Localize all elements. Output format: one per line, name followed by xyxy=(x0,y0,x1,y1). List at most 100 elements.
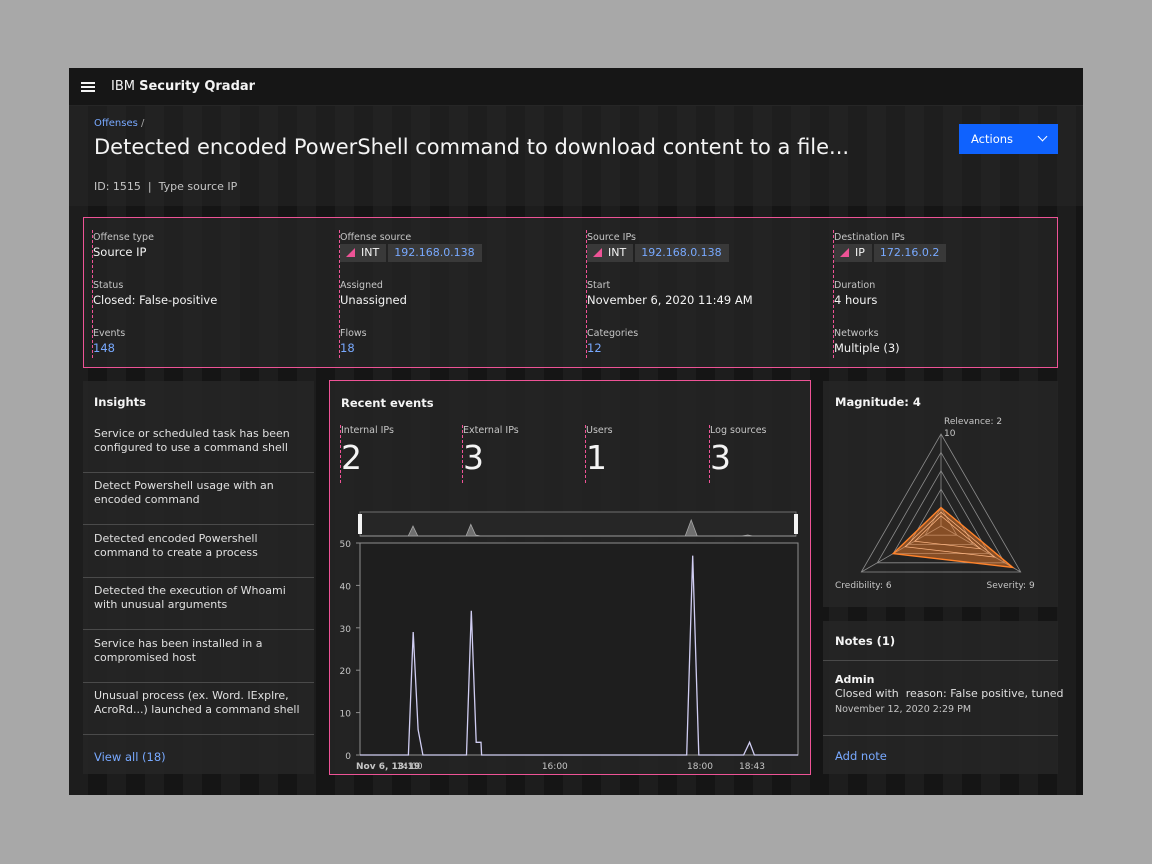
metric-value: 1 xyxy=(586,438,607,477)
add-note-link[interactable]: Add note xyxy=(835,749,887,763)
destination-ips-tag: IP xyxy=(834,244,872,262)
y-tick-label: 50 xyxy=(340,540,352,550)
radar-grid-ring xyxy=(924,506,958,536)
warning-triangle-icon xyxy=(840,248,849,257)
metric-value: 2 xyxy=(341,438,362,477)
source-ip-link[interactable]: 192.168.0.138 xyxy=(635,244,729,262)
note-date: November 12, 2020 2:29 PM xyxy=(835,704,972,715)
radar-data-inner-line xyxy=(913,515,982,550)
chevron-down-icon xyxy=(1037,131,1048,142)
metric-users: Users 1 xyxy=(585,425,695,483)
radar-axis-label-credibility: Credibility: 6 xyxy=(835,581,892,591)
offense-source-field: Offense source INT 192.168.0.138 xyxy=(340,232,482,262)
notes-title: Notes (1) xyxy=(835,634,896,648)
summary-column-4: Destination IPs IP 172.16.0.2 Duration 4 … xyxy=(833,230,1063,358)
status-value: Closed: False-positive xyxy=(93,293,218,307)
actions-button[interactable]: Actions xyxy=(959,124,1058,154)
brand-name: Security Qradar xyxy=(139,79,256,94)
assigned-label: Assigned xyxy=(340,280,383,291)
page-title: Detected encoded PowerShell command to d… xyxy=(94,135,850,159)
offense-source-ip-link[interactable]: 192.168.0.138 xyxy=(388,244,482,262)
breadcrumb-separator: / xyxy=(141,118,145,129)
insight-item[interactable]: Detected the execution of Whoami with un… xyxy=(83,578,314,630)
chart-brush-right-handle xyxy=(794,514,798,534)
insight-item[interactable]: Service has been installed in a compromi… xyxy=(83,631,314,683)
status-label: Status xyxy=(93,280,124,291)
events-series-line xyxy=(360,555,798,756)
offense-summary: Offense type Source IP Status Closed: Fa… xyxy=(83,217,1058,368)
y-tick-label: 30 xyxy=(340,625,352,635)
magnitude-title: Magnitude: 4 xyxy=(835,395,921,409)
duration-value: 4 hours xyxy=(834,293,878,307)
recent-events-panel: Recent events Internal IPs 2 External IP… xyxy=(329,380,811,775)
insight-item[interactable]: Service or scheduled task has been confi… xyxy=(83,421,314,473)
metric-label: External IPs xyxy=(463,425,519,436)
duration-label: Duration xyxy=(834,280,876,291)
status-field: Status Closed: False-positive xyxy=(93,280,217,307)
tag-label: IP xyxy=(855,246,865,259)
metric-value: 3 xyxy=(710,438,731,477)
view-all-insights-link[interactable]: View all (18) xyxy=(94,750,166,764)
metric-external-ips: External IPs 3 xyxy=(462,425,572,483)
y-tick-label: 10 xyxy=(340,710,352,720)
breadcrumb: Offenses / xyxy=(94,118,144,129)
actions-label: Actions xyxy=(971,132,1014,146)
brand-prefix: IBM xyxy=(111,79,135,94)
top-bar: IBM Security Qradar xyxy=(69,68,1083,106)
categories-field: Categories 12 xyxy=(587,328,638,355)
x-tick-label: 14:00 xyxy=(397,762,423,771)
radar-grid-ring xyxy=(876,451,1006,564)
events-field: Events 148 xyxy=(93,328,125,355)
start-label: Start xyxy=(587,280,611,291)
flows-field: Flows 18 xyxy=(340,328,367,355)
y-tick-label: 20 xyxy=(340,667,352,677)
divider xyxy=(823,660,1058,661)
magnitude-panel: Magnitude: 4 10 Relevance: 2 Severity: 9 Cr… xyxy=(823,381,1058,607)
networks-label: Networks xyxy=(834,328,879,339)
divider xyxy=(823,735,1058,736)
page-header xyxy=(69,106,1083,206)
offense-meta: ID: 1515 | Type source IP xyxy=(94,180,238,193)
summary-column-2: Offense source INT 192.168.0.138 Assigned… xyxy=(339,230,569,358)
events-link[interactable]: 148 xyxy=(93,341,115,355)
y-tick-label: 40 xyxy=(340,582,352,592)
flows-link[interactable]: 18 xyxy=(340,341,355,355)
radar-max-label: 10 xyxy=(944,429,956,439)
warning-triangle-icon xyxy=(593,248,602,257)
y-tick-label: 0 xyxy=(345,752,351,762)
destination-ip-link[interactable]: 172.16.0.2 xyxy=(873,244,947,262)
duration-field: Duration 4 hours xyxy=(834,280,877,307)
radar-axis-label-severity: Severity: 9 xyxy=(987,581,1035,591)
networks-field: Networks Multiple (3) xyxy=(834,328,900,355)
insight-item[interactable]: Unusual process (ex. Word. IExplre, Acro… xyxy=(83,683,314,735)
destination-ips-label: Destination IPs xyxy=(834,232,905,243)
offense-type-field: Offense type Source IP xyxy=(93,232,154,259)
insights-title: Insights xyxy=(94,395,147,409)
offense-source-tag: INT xyxy=(340,244,387,262)
tag-label: INT xyxy=(608,246,627,259)
radar-grid-ring xyxy=(892,469,990,555)
chart-overview-area xyxy=(360,518,796,537)
source-ips-label: Source IPs xyxy=(587,232,636,243)
start-field: Start November 6, 2020 11:49 AM xyxy=(587,280,753,307)
metric-label: Log sources xyxy=(710,425,767,436)
chart-brush-left-handle xyxy=(358,514,362,534)
offense-source-label: Offense source xyxy=(340,232,412,243)
product-name[interactable]: IBM Security Qradar xyxy=(111,79,255,94)
insight-item[interactable]: Detect Powershell usage with an encoded … xyxy=(83,473,314,525)
destination-ips-field: Destination IPs IP 172.16.0.2 xyxy=(834,232,947,262)
networks-value: Multiple (3) xyxy=(834,341,900,355)
hamburger-menu-icon[interactable] xyxy=(81,82,95,92)
radar-data-area xyxy=(891,506,1015,569)
breadcrumb-offenses-link[interactable]: Offenses xyxy=(94,118,138,129)
insight-item[interactable]: Detected encoded Powershell command to c… xyxy=(83,526,314,578)
recent-events-title: Recent events xyxy=(341,396,434,410)
summary-column-1: Offense type Source IP Status Closed: Fa… xyxy=(92,230,322,358)
x-tick-label: Nov 6, 13:19 xyxy=(356,762,420,771)
note-author: Admin xyxy=(835,673,875,686)
offense-type-label: Offense type xyxy=(93,232,154,243)
insights-panel: Insights Service or scheduled task has b… xyxy=(83,381,314,774)
categories-link[interactable]: 12 xyxy=(587,341,602,355)
radar-data-inner-line xyxy=(904,511,996,558)
